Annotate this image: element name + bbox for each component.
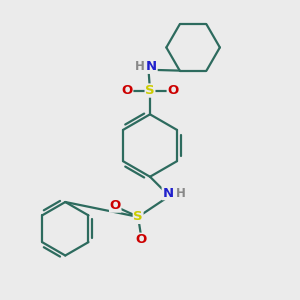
Text: N: N: [146, 60, 157, 73]
Text: O: O: [136, 233, 147, 246]
Text: S: S: [145, 84, 155, 97]
Text: H: H: [135, 60, 145, 73]
Text: S: S: [133, 210, 143, 224]
Text: O: O: [110, 199, 121, 212]
Text: N: N: [162, 187, 173, 200]
Text: H: H: [176, 187, 186, 200]
Text: O: O: [122, 84, 133, 97]
Text: O: O: [167, 84, 178, 97]
